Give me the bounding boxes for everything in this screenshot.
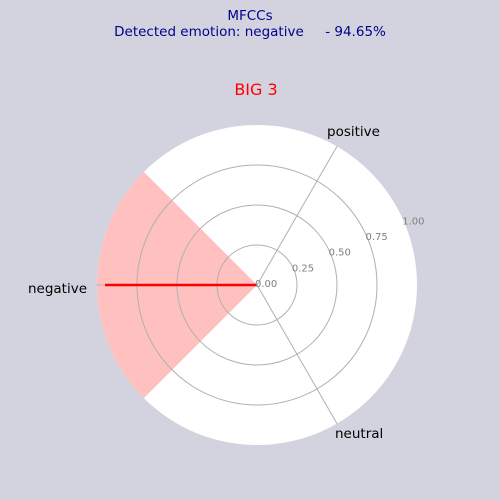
radial-tick-label: 0.75: [365, 232, 387, 243]
category-label-neutral: neutral: [335, 426, 383, 442]
spoke-positive: [256, 146, 338, 286]
figure-title: MFCCs: [227, 8, 273, 24]
radial-tick-label: 1.00: [402, 216, 424, 227]
radial-tick-label: 0.25: [292, 263, 314, 274]
category-label-positive: positive: [327, 124, 380, 140]
figure-header: MFCCs Detected emotion: negative - 94.65…: [0, 8, 500, 40]
radial-tick-label: 0.00: [255, 279, 277, 290]
radial-tick-label: 0.50: [329, 248, 351, 259]
category-label-negative: negative: [28, 281, 87, 297]
chart-title: BIG 3: [234, 80, 278, 99]
detected-emotion-text: Detected emotion: negative - 94.65%: [114, 24, 386, 40]
spoke-neutral: [256, 284, 338, 424]
